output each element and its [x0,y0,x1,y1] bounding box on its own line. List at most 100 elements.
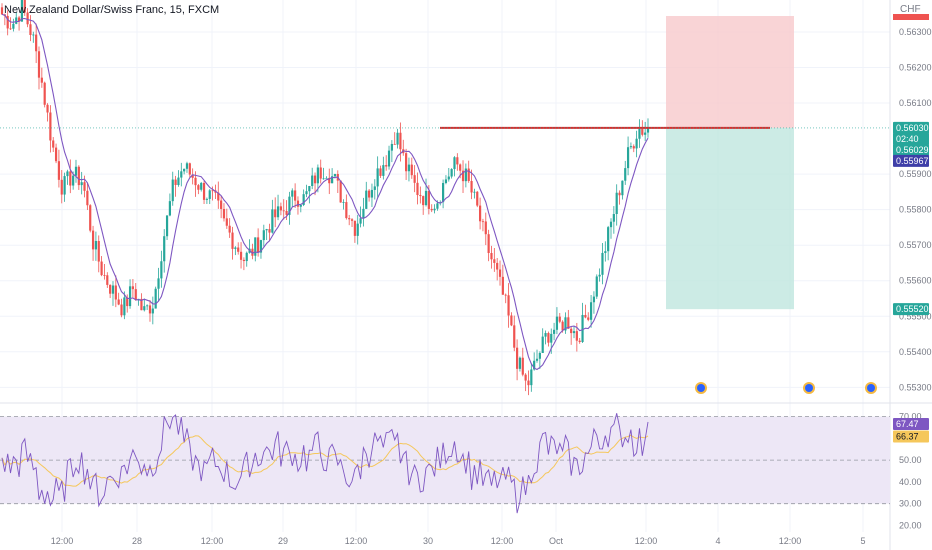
candle-body [427,190,430,209]
candle-body [370,189,374,198]
price-axis[interactable]: 0.56300 0.56200 0.56100 0.55900 0.55800 0.557… [899,27,932,392]
candle-body [632,146,635,149]
candle-body [49,112,52,141]
candle-body [299,204,302,207]
candle-body [0,7,4,15]
candle-body [513,325,516,348]
price-tick-label: 0.56100 [899,98,932,108]
candle-body [350,219,354,221]
candle-body [373,186,376,190]
time-tick-label: 12:00 [51,536,74,546]
axis-currency-label: CHF [900,4,921,15]
candle-body [154,288,157,309]
candle-body [12,23,15,29]
candle-body [535,358,539,361]
candle-body [131,286,135,290]
time-tick-label: 30 [423,536,433,546]
candle-body [157,278,160,289]
candle-body [587,317,590,320]
candle-body [254,237,257,256]
candle-body [46,104,49,113]
price-tick-label: 0.56300 [899,27,932,37]
candle-body [390,143,393,151]
candle-body [134,289,137,300]
candle-body [225,218,228,226]
candle-body [66,171,69,177]
candle-body [106,275,109,285]
candle-body [168,201,172,216]
candle-body [217,192,220,201]
candle-body [550,333,553,343]
candle-body [558,316,561,322]
candle-body [308,186,311,192]
event-markers[interactable] [695,382,877,394]
risk-reward-zones[interactable] [666,16,794,310]
candle-body [601,252,604,275]
candle-body [197,185,200,190]
target-price-tag-bg [893,303,929,316]
candle-body [618,192,621,196]
chart-title: New Zealand Dollar/Swiss Franc, 15, FXCM [4,4,221,16]
candle-body [74,166,78,176]
candle-body [442,182,445,203]
candle-body [331,176,334,184]
candle-body [63,176,66,195]
candle-body [396,132,399,145]
candle-body [356,223,359,236]
candle-body [302,194,305,205]
candle-body [23,0,26,13]
candle-body [552,329,556,334]
candle-body [572,331,576,334]
candle-body [211,190,214,192]
candle-body [581,314,584,342]
candle-body [77,166,80,186]
rsi-panel [0,413,890,514]
last-price-tag-bg [893,143,929,156]
rsi-line [1,413,649,514]
candle-body [342,202,345,203]
candle-body [20,0,24,22]
price-tick-label: 0.55500 [899,311,932,321]
rsi-ma-line [1,434,649,487]
candle-body [624,168,627,181]
candle-body [615,192,618,215]
candle-body [501,276,504,295]
candle-body [117,299,120,305]
resistance-price-tag-bg [893,121,929,134]
candle-body [245,252,248,262]
price-tick-label: 0.55900 [899,169,932,179]
rsi-axis: 70.00 50.00 40.00 30.00 20.00 [899,412,922,531]
candle-body [52,140,55,148]
candles [0,0,650,396]
candle-body [291,190,294,197]
candle-body [328,177,331,184]
candle-body [410,164,413,176]
candle-body [339,180,342,203]
candle-body [288,196,291,215]
candle-body [89,205,92,231]
candle-body [498,269,502,277]
candle-body [128,286,132,307]
candle-body [527,380,530,386]
candle-body [177,177,180,185]
candle-body [313,175,317,184]
time-tick-label: 29 [278,536,288,546]
moving-average-line [1,13,649,371]
time-tick-label: 12:00 [779,536,802,546]
candle-body [521,357,524,375]
candle-body [97,241,100,262]
candle-body [436,203,439,209]
price-tick-label: 0.55400 [899,347,932,357]
candle-body [94,241,98,250]
candle-body [208,190,211,199]
candle-body [564,317,567,331]
candle-body [180,171,183,178]
candle-body [604,251,607,253]
candle-body [424,190,428,206]
rsi-ma-value-tag-bg [893,430,929,443]
candle-body [592,296,596,303]
candle-body [575,331,578,341]
candle-body [470,180,473,193]
candle-body [504,294,507,296]
